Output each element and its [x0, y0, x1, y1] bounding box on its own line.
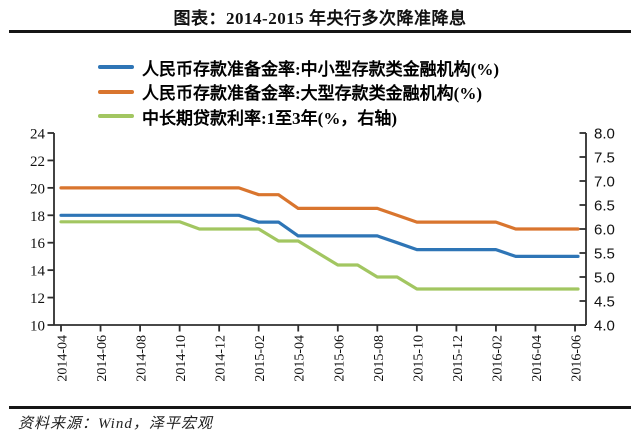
y-tick-label-right: 8.0 — [594, 126, 615, 143]
x-tick-label: 2016-06 — [570, 335, 585, 382]
title-divider — [9, 30, 631, 33]
x-tick-label: 2015-02 — [253, 335, 268, 382]
y-tick-label-left: 20 — [30, 181, 45, 197]
y-tick-label-right: 6.0 — [594, 222, 615, 239]
y-tick-label-left: 12 — [30, 291, 45, 307]
y-tick-label-left: 22 — [30, 154, 45, 170]
y-tick-label-left: 16 — [30, 236, 46, 252]
y-tick-label-left: 18 — [30, 209, 45, 225]
x-tick-label: 2014-08 — [135, 335, 150, 382]
x-tick-label: 2016-04 — [530, 335, 545, 382]
legend-item-mid-long-loan-rate: 中长期贷款利率:1至3年(%，右轴) — [98, 104, 499, 129]
x-tick-label: 2015-06 — [332, 335, 347, 382]
legend-marker-small-medium-rrr — [98, 65, 134, 70]
y-tick-label-right: 4.0 — [594, 318, 615, 335]
x-tick-label: 2015-10 — [411, 335, 426, 382]
source-note: 资料来源：Wind，泽平宏观 — [18, 416, 213, 432]
y-tick-label-left: 24 — [30, 127, 46, 143]
legend: 人民币存款准备金率:中小型存款类金融机构(%) 人民币存款准备金率:大型存款类金融… — [98, 55, 499, 129]
legend-item-large-rrr: 人民币存款准备金率:大型存款类金融机构(%) — [98, 80, 499, 105]
x-tick-label: 2015-04 — [293, 335, 308, 382]
y-tick-label-right: 7.0 — [594, 174, 615, 191]
chart-title: 图表：2014-2015 年央行多次降准降息 — [173, 9, 467, 28]
legend-label-large-rrr: 人民币存款准备金率:大型存款类金融机构(%) — [142, 84, 482, 104]
x-tick-label: 2014-06 — [95, 335, 110, 382]
x-tick-label: 2016-02 — [490, 335, 505, 382]
footer-divider — [9, 406, 631, 409]
y-tick-label-right: 5.5 — [594, 246, 615, 263]
legend-label-mid-long-loan-rate: 中长期贷款利率:1至3年(%，右轴) — [142, 108, 397, 128]
x-tick-label: 2014-12 — [214, 335, 229, 382]
y-tick-label-left: 10 — [30, 319, 45, 335]
series-line-large-rrr — [59, 186, 580, 231]
legend-marker-mid-long-loan-rate — [98, 114, 134, 119]
x-tick-label: 2015-08 — [372, 335, 387, 382]
x-tick-label: 2014-04 — [56, 335, 71, 382]
legend-item-small-medium-rrr: 人民币存款准备金率:中小型存款类金融机构(%) — [98, 55, 499, 80]
legend-marker-large-rrr — [98, 89, 134, 94]
y-tick-label-right: 7.5 — [594, 150, 615, 167]
series-line-small-medium-rrr — [59, 213, 580, 258]
x-tick-label: 2015-12 — [451, 335, 466, 382]
y-tick-label-right: 5.0 — [594, 270, 615, 287]
y-tick-label-left: 14 — [30, 264, 46, 280]
series-line-mid-long-loan-rate — [59, 220, 580, 291]
y-tick-label-right: 6.5 — [594, 198, 615, 215]
legend-label-small-medium-rrr: 人民币存款准备金率:中小型存款类金融机构(%) — [142, 59, 499, 79]
x-tick-label: 2014-10 — [174, 335, 189, 382]
y-tick-label-right: 4.5 — [594, 294, 615, 311]
